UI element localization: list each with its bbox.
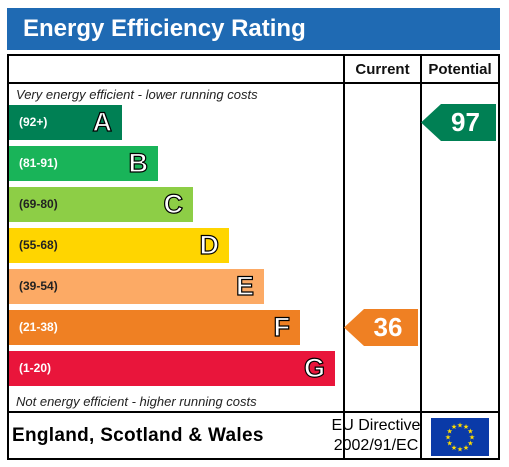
band-g-letter: G [303, 352, 325, 383]
potential-column-header: Potential [428, 61, 492, 78]
column-divider-potential [420, 56, 422, 458]
very-efficient-note: Very energy efficient - lower running co… [16, 87, 258, 102]
band-c: (69-80) C [9, 187, 193, 222]
band-b-range: (81-91) [19, 156, 58, 170]
band-b-letter: B [128, 147, 149, 178]
band-b: (81-91) B [9, 146, 158, 181]
country-label: England, Scotland & Wales [12, 425, 264, 446]
eu-flag-icon: ★ ★ ★ ★ ★ ★ ★ ★ ★ ★ ★ ★ [431, 418, 489, 456]
directive-line-1: EU Directive [331, 417, 421, 434]
directive-line-2: 2002/91/EC [333, 437, 419, 454]
eu-star-icon: ★ [445, 434, 451, 442]
band-f-range: (21-38) [19, 320, 58, 334]
eu-star-icon: ★ [467, 428, 473, 436]
band-d: (55-68) D [9, 228, 229, 263]
band-e-letter: E [235, 270, 254, 301]
not-efficient-note: Not energy efficient - higher running co… [16, 394, 257, 409]
header-row-divider [9, 82, 498, 84]
eu-star-icon: ★ [446, 428, 452, 436]
current-rating-value: 36 [373, 312, 403, 342]
band-e: (39-54) E [9, 269, 264, 304]
band-c-range: (69-80) [19, 197, 58, 211]
band-g: (1-20) G [9, 351, 335, 386]
eu-star-icon: ★ [467, 440, 473, 448]
eu-star-icon: ★ [451, 444, 457, 452]
current-column-header: Current [355, 61, 410, 78]
eu-star-icon: ★ [463, 423, 469, 431]
eu-star-icon: ★ [446, 440, 452, 448]
band-d-range: (55-68) [19, 238, 58, 252]
band-f-letter: F [273, 311, 291, 342]
band-g-range: (1-20) [19, 361, 52, 375]
band-a-letter: A [92, 106, 113, 137]
band-e-range: (39-54) [19, 279, 58, 293]
eu-star-icon: ★ [463, 444, 469, 452]
chart-title: Energy Efficiency Rating [7, 8, 500, 50]
eu-star-icon: ★ [457, 446, 463, 454]
band-f: (21-38) F [9, 310, 300, 345]
eu-star-icon: ★ [469, 434, 475, 442]
rating-table: Current Potential [7, 54, 500, 460]
eu-star-icon: ★ [451, 423, 457, 431]
footer-row-divider [9, 411, 498, 413]
eu-star-icon: ★ [457, 422, 463, 430]
band-a: (92+) A [9, 105, 122, 140]
eu-directive: EU Directive 2002/91/EC [322, 416, 430, 456]
potential-rating-value: 97 [451, 107, 480, 137]
band-d-letter: D [199, 229, 220, 260]
column-divider-current [343, 56, 345, 458]
band-c-letter: C [163, 188, 184, 219]
band-a-range: (92+) [19, 115, 48, 129]
